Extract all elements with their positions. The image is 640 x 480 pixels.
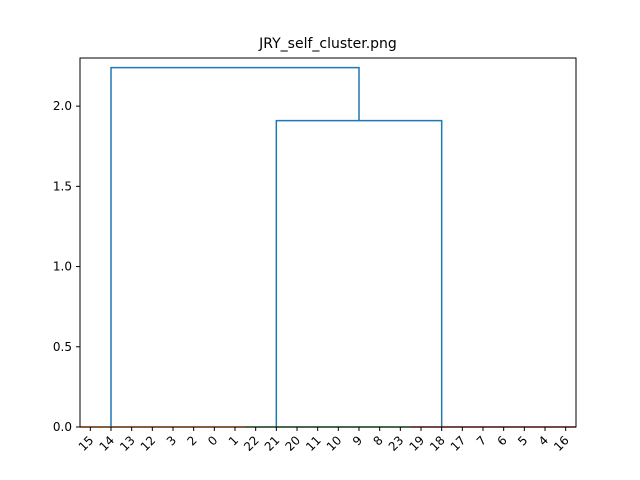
dendrogram-link	[275, 119, 443, 427]
chart-title: JRY_self_cluster.png	[258, 36, 397, 52]
leaf-label: 10	[324, 433, 345, 454]
leaf-label: 16	[551, 433, 572, 454]
leaf-label: 6	[494, 433, 509, 448]
y-tick-label: 1.5	[53, 179, 72, 193]
leaf-label: 19	[406, 433, 427, 454]
dendrogram-link	[110, 66, 360, 427]
leaf-label: 8	[370, 433, 385, 448]
y-tick-label: 0.5	[53, 340, 72, 354]
leaf-label: 7	[474, 433, 489, 448]
y-tick-label: 1.0	[53, 260, 72, 274]
leaf-label: 1	[226, 433, 241, 448]
y-axis: 0.0 0.5 1.0 1.5 2.0	[53, 99, 80, 434]
leaf-label: 14	[96, 433, 117, 454]
leaf-label: 2	[184, 433, 199, 448]
leaf-label: 22	[241, 433, 262, 454]
dendrogram-links	[110, 66, 443, 427]
leaf-label: 20	[282, 433, 303, 454]
leaf-label: 23	[386, 433, 407, 454]
plot-frame	[79, 57, 577, 428]
leaf-label: 9	[350, 433, 365, 448]
x-axis: 15 14 13 12 3 2 0 1 22 21 20 11 10 9 8 23 19 18 17 7 6 5 4 16	[76, 427, 572, 454]
leaf-label: 5	[515, 433, 530, 448]
leaf-label: 12	[138, 433, 159, 454]
leaf-label: 18	[427, 433, 448, 454]
leaf-label: 17	[448, 433, 469, 454]
leaf-label: 4	[536, 433, 551, 448]
leaf-label: 3	[164, 433, 179, 448]
leaf-label: 21	[262, 433, 283, 454]
y-tick-label: 2.0	[53, 99, 72, 113]
y-tick-label: 0.0	[53, 420, 72, 434]
leaf-label: 15	[76, 433, 97, 454]
leaf-label: 0	[205, 433, 220, 448]
leaf-label: 11	[303, 433, 324, 454]
leaf-label: 13	[117, 433, 138, 454]
